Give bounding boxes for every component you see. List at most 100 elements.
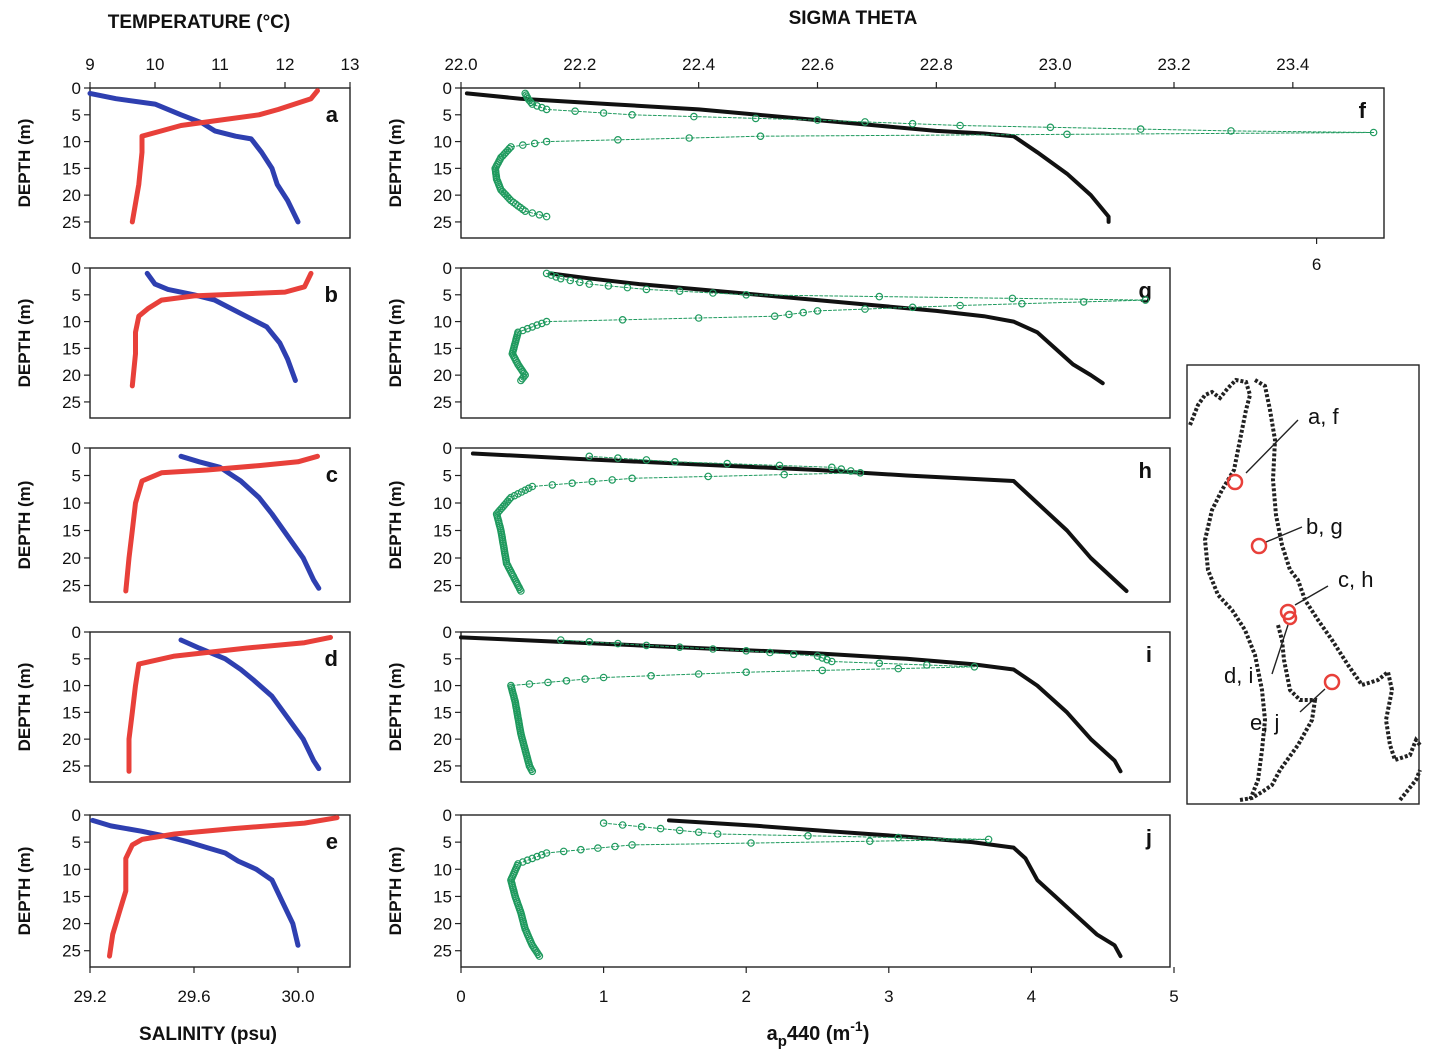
salinity-tick-label: 29.6 xyxy=(177,987,210,1006)
depth-tick-label: 5 xyxy=(72,286,81,305)
ap440-point xyxy=(747,839,755,847)
ap440-point xyxy=(599,109,608,117)
depth-tick-label: 10 xyxy=(433,313,452,332)
ap440-dashed-f xyxy=(494,92,1375,218)
ap440-point xyxy=(518,326,527,335)
ap440-point xyxy=(556,636,565,644)
ap440-point xyxy=(523,856,532,865)
sigma-tick-label: 22.6 xyxy=(801,55,834,74)
depth-tick-label: 5 xyxy=(72,833,81,852)
ap440-point xyxy=(528,767,537,776)
depth-tick-label: 0 xyxy=(72,806,81,825)
ap440-point xyxy=(799,308,808,317)
ap440-point xyxy=(585,452,594,461)
depth-tick-label: 25 xyxy=(62,393,81,412)
depth-tick-label: 5 xyxy=(443,833,452,852)
depth-tick-label: 10 xyxy=(433,133,452,152)
depth-tick-label: 25 xyxy=(433,757,452,776)
depth-axis-label: DEPTH (m) xyxy=(15,299,34,388)
ap440-point xyxy=(671,457,679,466)
ap440-point xyxy=(614,639,622,648)
depth-axis-label: DEPTH (m) xyxy=(15,481,34,570)
depth-tick-label: 10 xyxy=(62,494,81,513)
ap440-points-h xyxy=(492,452,865,595)
ap440-tick-label: 2 xyxy=(741,987,750,1006)
ap440-point xyxy=(642,456,651,464)
ap440-axis-title: ap440 (m-1) xyxy=(767,1018,870,1050)
depth-tick-label: 20 xyxy=(62,730,81,749)
ap440-point xyxy=(559,847,568,856)
depth-tick-label: 25 xyxy=(433,393,452,412)
depth-tick-label: 15 xyxy=(62,159,81,178)
ap440-point xyxy=(685,134,694,142)
station-map: a, f b, g c, h d, i e, j xyxy=(1186,364,1422,805)
depth-axis-label: DEPTH (m) xyxy=(386,119,405,208)
ap440-point xyxy=(533,102,541,110)
ap440-point xyxy=(1018,299,1026,308)
depth-tick-label: 25 xyxy=(433,577,452,596)
panel-frame xyxy=(89,447,351,603)
panel-frame xyxy=(460,814,1171,968)
depth-tick-label: 5 xyxy=(443,106,452,125)
panel-frame xyxy=(460,87,1385,239)
depth-tick-label: 0 xyxy=(443,259,452,278)
ap440-point xyxy=(908,119,917,128)
panel-letter-h: h xyxy=(1139,458,1152,483)
depth-tick-label: 10 xyxy=(433,860,452,879)
ap440-point xyxy=(588,477,597,486)
ap440-point xyxy=(675,643,684,652)
ap440-point xyxy=(637,822,646,831)
depth-tick-label: 20 xyxy=(433,730,452,749)
ap440-point xyxy=(751,114,760,123)
salinity-axis-title: SALINITY (psu) xyxy=(139,1024,277,1045)
ap440-point xyxy=(723,459,732,468)
leader-ej xyxy=(1299,688,1326,713)
ap440-point xyxy=(611,842,619,851)
ap440-point xyxy=(709,645,717,653)
ap440-point xyxy=(614,136,622,144)
ap440-point xyxy=(813,116,822,124)
ap440-point xyxy=(542,212,551,221)
depth-tick-label: 25 xyxy=(62,213,81,232)
depth-tick-label: 25 xyxy=(62,942,81,961)
depth-tick-label: 5 xyxy=(72,467,81,486)
ap440-point xyxy=(528,323,537,331)
ap440-point xyxy=(510,491,519,500)
depth-tick-label: 15 xyxy=(433,887,452,906)
ap440-point xyxy=(742,646,751,655)
sigma-theta-profile-h xyxy=(470,451,1129,593)
depth-tick-label: 20 xyxy=(62,366,81,385)
ap440-point xyxy=(523,324,532,333)
depth-tick-label: 5 xyxy=(72,106,81,125)
salinity-profile-a xyxy=(87,90,301,225)
ap440-point xyxy=(1008,294,1017,303)
data-layer xyxy=(87,88,1378,960)
depth-tick-label: 15 xyxy=(433,159,452,178)
ap440-point xyxy=(694,314,703,322)
ap440-point xyxy=(861,118,869,126)
ap440-point xyxy=(494,508,503,517)
ap440-point xyxy=(521,486,530,495)
depth-axis-label: DEPTH (m) xyxy=(386,481,405,570)
station-label-bg: b, g xyxy=(1306,514,1343,539)
ap440-points-j xyxy=(507,819,993,960)
sigma-tick-label: 23.2 xyxy=(1157,55,1190,74)
temperature-tick-label: 12 xyxy=(276,55,295,74)
ap440-point xyxy=(599,819,608,827)
ap440-point xyxy=(818,666,827,675)
ap440-point xyxy=(675,287,684,296)
depth-tick-label: 0 xyxy=(443,439,452,458)
ap440-point xyxy=(521,207,530,216)
temperature-tick-label: 9 xyxy=(85,55,94,74)
sigma-theta-profile-i xyxy=(459,635,1123,774)
depth-tick-label: 15 xyxy=(62,703,81,722)
ap440-point xyxy=(775,461,784,470)
ap440-point xyxy=(856,468,865,477)
depth-tick-label: 15 xyxy=(433,522,452,541)
depth-tick-label: 0 xyxy=(443,79,452,98)
ap440-point xyxy=(694,828,703,837)
sigma-theta-axis-title: SIGMA THETA xyxy=(789,8,918,29)
ap440-point xyxy=(552,273,560,281)
ap440-point xyxy=(742,290,751,299)
ap440-point xyxy=(585,637,594,646)
